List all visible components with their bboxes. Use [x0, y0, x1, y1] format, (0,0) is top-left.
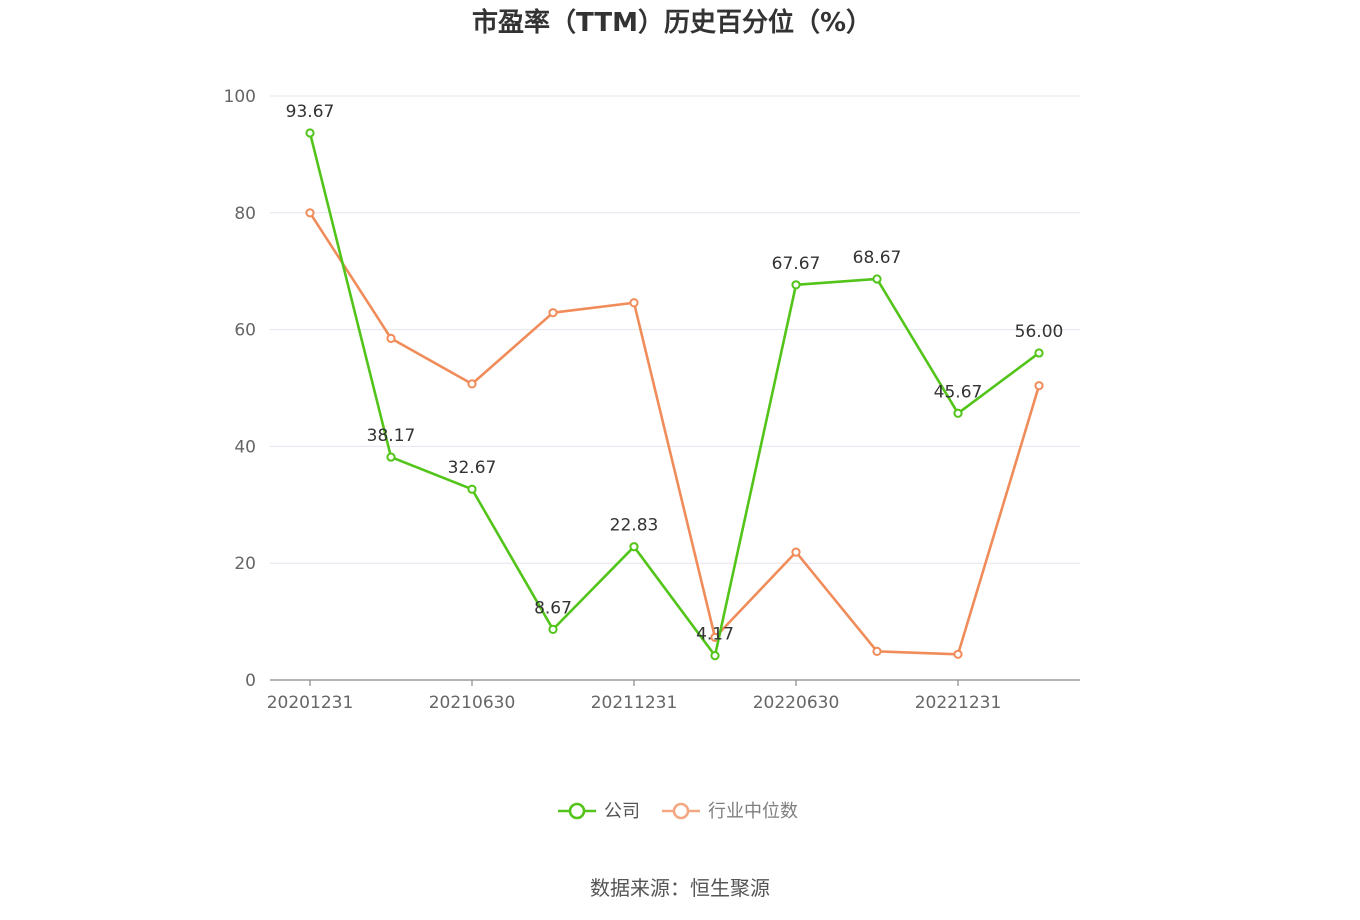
data-point[interactable] [629, 298, 639, 308]
x-tick-label: 20220630 [753, 693, 840, 713]
y-tick-label: 40 [234, 437, 256, 457]
series-industry-median [305, 208, 1044, 659]
legend-item-industry-median[interactable]: 行业中位数 [662, 801, 798, 822]
data-label: 93.67 [286, 102, 335, 122]
y-axis: 0 20 40 60 80 100 [224, 87, 256, 691]
data-point[interactable] [629, 542, 639, 552]
y-tick-label: 100 [224, 87, 256, 107]
data-label: 8.67 [534, 598, 572, 618]
legend-label: 公司 [604, 801, 640, 822]
data-point[interactable] [872, 646, 882, 656]
data-label: 38.17 [367, 426, 416, 446]
data-point[interactable] [305, 128, 315, 138]
legend-label: 行业中位数 [708, 801, 798, 822]
legend[interactable]: 公司 行业中位数 [558, 801, 798, 822]
data-label: 32.67 [448, 458, 497, 478]
data-label: 4.17 [696, 625, 734, 645]
x-tick-label: 20201231 [267, 693, 354, 713]
x-tick-label: 20221231 [915, 693, 1002, 713]
data-point[interactable] [1034, 348, 1044, 358]
data-point[interactable] [548, 308, 558, 318]
y-tick-label: 20 [234, 554, 256, 574]
data-point[interactable] [386, 333, 396, 343]
series-company: 93.67 38.17 32.67 8.67 22.83 4.17 67.67 68.67 45… [286, 102, 1064, 661]
data-point[interactable] [953, 408, 963, 418]
data-point[interactable] [872, 274, 882, 284]
legend-item-company[interactable]: 公司 [558, 801, 640, 822]
data-point[interactable] [467, 484, 477, 494]
data-point[interactable] [791, 547, 801, 557]
data-point[interactable] [710, 651, 720, 661]
x-tick-label: 20210630 [429, 693, 516, 713]
x-axis: 20201231 20210630 20211231 20220630 20221231 [267, 679, 1080, 713]
data-point[interactable] [467, 379, 477, 389]
y-tick-label: 0 [245, 671, 256, 691]
data-label: 68.67 [853, 248, 902, 268]
data-label: 22.83 [610, 516, 659, 536]
data-label: 45.67 [934, 382, 983, 402]
x-tick-label: 20211231 [591, 693, 678, 713]
data-point[interactable] [305, 208, 315, 218]
data-point[interactable] [1034, 381, 1044, 391]
y-tick-label: 60 [234, 321, 256, 341]
data-point[interactable] [548, 624, 558, 634]
source-note: 数据来源：恒生聚源 [590, 876, 770, 900]
series-line [308, 132, 1040, 657]
data-point[interactable] [791, 280, 801, 290]
legend-marker [568, 802, 586, 820]
chart-title: 市盈率（TTM）历史百分位（%） [472, 7, 872, 38]
series-layer: 93.67 38.17 32.67 8.67 22.83 4.17 67.67 68.67 45… [286, 102, 1064, 661]
data-label: 67.67 [772, 254, 821, 274]
data-point[interactable] [386, 452, 396, 462]
series-line [308, 212, 1041, 656]
legend-marker [672, 802, 690, 820]
data-label: 56.00 [1015, 322, 1064, 342]
data-point[interactable] [953, 649, 963, 659]
y-tick-label: 80 [234, 204, 256, 224]
grid [270, 95, 1080, 564]
